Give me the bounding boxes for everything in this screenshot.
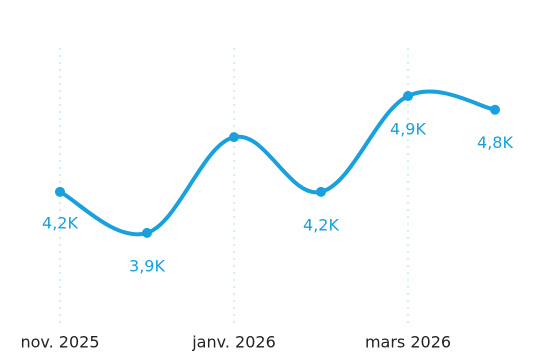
vertical-grid — [59, 48, 409, 328]
data-labels: 4,2K 3,9K 4,2K 4,9K 4,8K — [42, 120, 513, 276]
x-tick-label: janv. 2026 — [191, 333, 276, 352]
series-line — [58, 89, 497, 237]
data-label: 4,2K — [42, 213, 78, 232]
data-point — [142, 227, 152, 238]
x-tick-label: mars 2026 — [365, 333, 451, 352]
data-points — [55, 91, 500, 238]
data-label: 3,9K — [129, 256, 165, 275]
data-point — [229, 132, 239, 143]
data-label: 4,9K — [390, 120, 426, 139]
data-point — [403, 91, 413, 102]
x-tick-label: nov. 2025 — [20, 333, 99, 352]
data-label: 4,2K — [303, 215, 339, 234]
x-axis-tick-labels: nov. 2025 janv. 2026 mars 2026 — [20, 333, 451, 352]
data-label: 4,8K — [477, 133, 513, 152]
data-point — [490, 104, 500, 115]
data-point — [55, 186, 65, 197]
data-point — [316, 186, 326, 197]
